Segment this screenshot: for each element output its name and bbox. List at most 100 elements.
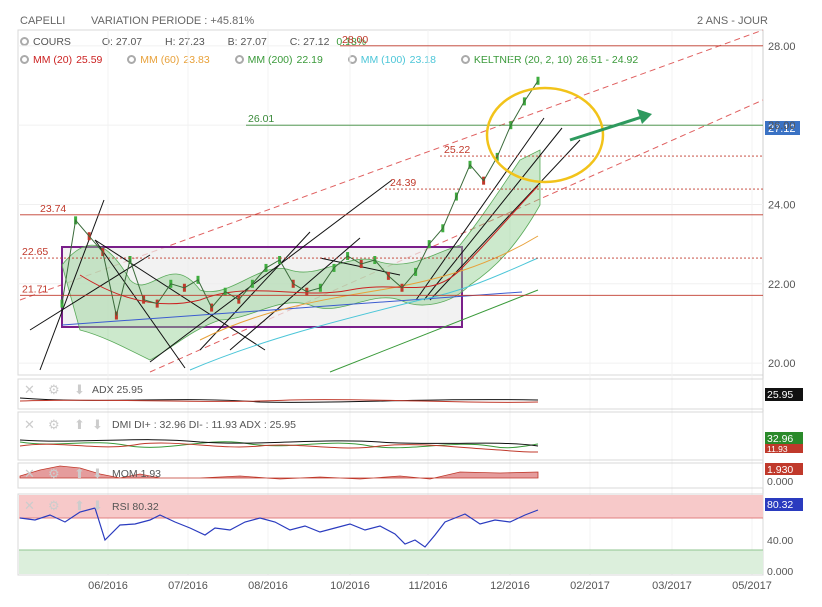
mm60-line: [199, 235, 539, 341]
arrow-down-icon[interactable]: ⬇: [92, 417, 103, 432]
mom-panel: [17, 462, 764, 489]
gear-icon[interactable]: [20, 37, 29, 46]
x-tick-label: 10/2016: [330, 580, 370, 592]
change-pct: 0.18%: [336, 36, 367, 48]
low-value: B: 27.07: [227, 36, 267, 48]
rsi-tick-0: 0.000: [767, 566, 793, 578]
rsi-panel: [17, 493, 764, 576]
mm100-line: [189, 257, 539, 371]
price-series: [60, 76, 540, 320]
x-tick-label: 08/2016: [248, 580, 288, 592]
gear-icon[interactable]: [127, 55, 137, 64]
symbol-title: CAPELLI: [20, 15, 66, 27]
mm100-value: 23.18: [409, 54, 436, 66]
level-label: 23.74: [40, 203, 66, 215]
mm60-label: MM (60): [140, 54, 180, 66]
x-tick-label: 06/2016: [88, 580, 128, 592]
gear-icon[interactable]: ⚙: [48, 417, 60, 432]
mm20-line: [79, 185, 539, 305]
rsi-badge: [765, 498, 803, 511]
gear-icon[interactable]: [347, 55, 357, 64]
y-tick-label: 20.00: [768, 358, 796, 370]
mm20-value: 25.59: [76, 54, 103, 66]
di-minus-line: [19, 442, 539, 453]
level-label: 26.01: [248, 113, 274, 125]
y-tick-label: 22.00: [768, 279, 796, 291]
y-tick-label: 28.00: [768, 41, 796, 53]
x-tick-label: 05/2017: [732, 580, 772, 592]
close-value: C: 27.12: [289, 36, 330, 48]
last-price-text: 27.12: [768, 123, 796, 135]
rsi-label: RSI 80.32: [112, 501, 159, 513]
level-label: 28.00: [342, 34, 368, 46]
arrow-down-icon[interactable]: ⬇: [74, 382, 85, 397]
keltner-band: [61, 149, 541, 361]
rsi-badge-text: 80.32: [767, 499, 793, 511]
price-candle: [60, 299, 64, 308]
mm200-value: 22.19: [296, 54, 323, 66]
arrow-down-icon[interactable]: ⬇: [92, 466, 103, 481]
di-minus-text: 11.93: [767, 444, 788, 454]
rsi-overbought-zone: [19, 495, 763, 518]
di-plus-badge: [765, 432, 803, 444]
cours-label: COURS: [33, 36, 71, 48]
price-candle: [536, 76, 540, 85]
rsi-tick-40: 40.00: [767, 535, 793, 547]
price-line: [61, 80, 539, 316]
mom-badge-text: 1.930: [767, 464, 793, 476]
level-label: 24.39: [390, 177, 416, 189]
highlight-ellipse: [485, 86, 605, 184]
chart-header: CAPELLI VARIATION PERIODE : +45.81% 2 AN…: [0, 0, 822, 30]
arrow-up-icon[interactable]: ⬆: [74, 498, 85, 513]
di-minus-badge: [765, 444, 803, 453]
rsi-line: [19, 507, 539, 548]
dmi-label: DMI DI+ : 32.96 DI- : 11.93 ADX : 25.95: [112, 419, 296, 431]
gear-icon[interactable]: ⚙: [48, 382, 60, 397]
trendlines: [29, 117, 581, 371]
adx-label: ADX 25.95: [92, 384, 143, 396]
arrow-down-icon[interactable]: ⬇: [92, 498, 103, 513]
adx-panel: [17, 378, 764, 410]
adx-line-2: [19, 399, 539, 403]
mom-badge: [765, 463, 803, 475]
gear-icon[interactable]: [460, 55, 470, 64]
legend-cours: COURS O: 27.07 H: 27.23 B: 27.07 C: 27.1…: [20, 36, 370, 50]
dmi-panel: [17, 411, 764, 461]
gear-icon[interactable]: [20, 55, 29, 64]
arrow-up-icon[interactable]: ⬆: [74, 466, 85, 481]
keltner-value: 26.51 - 24.92: [576, 54, 639, 66]
mm200-label: MM (200): [247, 54, 293, 66]
x-tick-label: 03/2017: [652, 580, 692, 592]
level-label: 21.71: [22, 283, 48, 295]
level-label: 25.22: [444, 144, 470, 156]
period-label[interactable]: 2 ANS - JOUR: [697, 15, 768, 27]
mom-label: MOM 1.93: [112, 468, 161, 480]
gear-icon[interactable]: ⚙: [48, 466, 60, 481]
open-value: O: 27.07: [101, 36, 143, 48]
adx-badge: [765, 388, 803, 401]
high-value: H: 27.23: [165, 36, 205, 48]
mm20-label: MM (20): [33, 54, 73, 66]
di-plus-text: 32.96: [767, 433, 793, 445]
x-tick-label: 07/2016: [168, 580, 208, 592]
level-label: 22.65: [22, 246, 48, 258]
blue-trendline: [61, 291, 523, 326]
close-icon[interactable]: ✕: [24, 498, 35, 513]
mm60-value: 23.83: [183, 54, 210, 66]
arrow-up-icon[interactable]: ⬆: [74, 417, 85, 432]
legend-ma: MM (20) 25.59 MM (60) 23.83 MM (200) 22.19 …: [20, 54, 642, 68]
y-axis-ticks: 20.00 22.00 24.00 26.00 28.00: [768, 41, 796, 370]
mom-zero-tick: 0.000: [767, 476, 793, 488]
keltner-label: KELTNER (20, 2, 10): [473, 54, 573, 66]
x-tick-label: 02/2017: [570, 580, 610, 592]
trend-arrow-head: [637, 109, 652, 124]
channel-lower: [149, 99, 764, 373]
x-axis-ticks: 06/2016 07/2016 08/2016 10/2016 11/2016 12/20…: [88, 580, 772, 592]
gear-icon[interactable]: ⚙: [48, 498, 60, 513]
close-icon[interactable]: ✕: [24, 466, 35, 481]
close-icon[interactable]: ✕: [24, 382, 35, 397]
trend-arrow: [569, 114, 646, 142]
close-icon[interactable]: ✕: [24, 417, 35, 432]
gear-icon[interactable]: [234, 55, 244, 64]
